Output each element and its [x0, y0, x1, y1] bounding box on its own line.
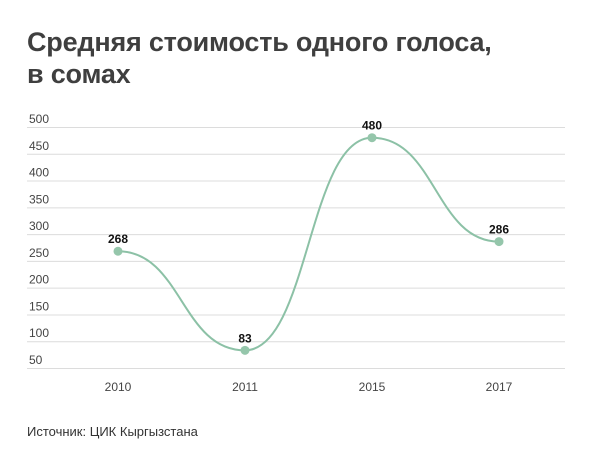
y-tick-label: 500: [29, 112, 49, 126]
data-label: 286: [489, 223, 509, 237]
y-tick-label: 350: [29, 192, 49, 206]
y-tick-label: 150: [29, 299, 49, 313]
x-tick-label: 2017: [486, 380, 513, 394]
data-label: 480: [362, 119, 382, 133]
data-point: [113, 246, 123, 256]
y-tick-label: 100: [29, 326, 49, 340]
y-tick-label: 200: [29, 273, 49, 287]
data-point: [367, 133, 377, 143]
chart-title: Средняя стоимость одного голоса, в сомах: [27, 26, 567, 90]
x-tick-label: 2015: [359, 380, 386, 394]
data-point: [240, 345, 250, 355]
x-tick-label: 2011: [232, 380, 258, 394]
chart-title-line-1: Средняя стоимость одного голоса,: [27, 27, 492, 57]
y-tick-label: 50: [29, 353, 43, 367]
chart-title-line-2: в сомах: [27, 59, 131, 89]
y-tick-label: 450: [29, 139, 49, 153]
data-label: 83: [238, 331, 252, 345]
x-tick-label: 2010: [105, 380, 132, 394]
y-tick-label: 400: [29, 166, 49, 180]
data-label: 268: [108, 232, 128, 246]
series-line: [117, 136, 500, 352]
y-tick-label: 300: [29, 219, 49, 233]
y-tick-label: 250: [29, 246, 49, 260]
source-note: Источник: ЦИК Кыргызстана: [27, 424, 198, 439]
data-point: [494, 237, 504, 247]
